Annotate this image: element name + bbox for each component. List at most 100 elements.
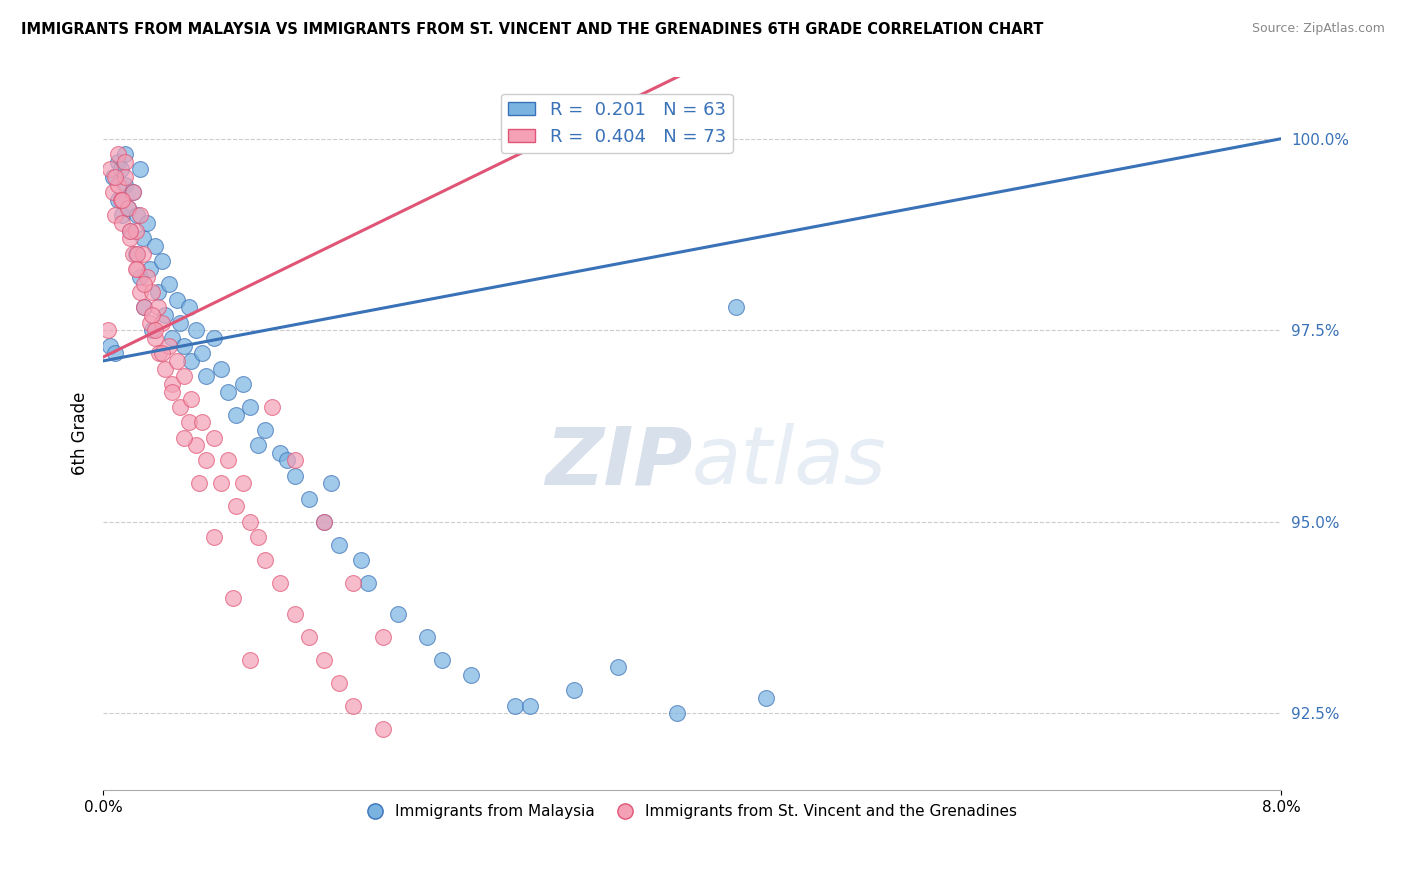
Point bbox=[202, 430, 225, 444]
Point bbox=[104, 169, 127, 184]
Point bbox=[134, 300, 156, 314]
Point bbox=[312, 653, 335, 667]
Point bbox=[114, 147, 136, 161]
Point bbox=[312, 515, 335, 529]
Point bbox=[217, 453, 239, 467]
Point bbox=[107, 147, 129, 161]
Point bbox=[725, 300, 748, 314]
Point bbox=[118, 231, 141, 245]
Point bbox=[96, 323, 118, 337]
Point bbox=[110, 162, 132, 177]
Point bbox=[141, 323, 163, 337]
Point bbox=[153, 308, 176, 322]
Point bbox=[129, 208, 152, 222]
Text: ZIP: ZIP bbox=[544, 423, 692, 501]
Point bbox=[283, 607, 305, 621]
Point bbox=[173, 430, 195, 444]
Point bbox=[125, 262, 148, 277]
Point bbox=[124, 246, 146, 260]
Text: atlas: atlas bbox=[692, 423, 887, 501]
Point bbox=[134, 300, 156, 314]
Point bbox=[232, 476, 254, 491]
Point bbox=[111, 193, 134, 207]
Point bbox=[103, 186, 125, 200]
Point bbox=[134, 277, 156, 292]
Point bbox=[104, 208, 127, 222]
Y-axis label: 6th Grade: 6th Grade bbox=[72, 392, 89, 475]
Point bbox=[162, 331, 184, 345]
Point bbox=[124, 224, 146, 238]
Point bbox=[104, 346, 127, 360]
Point bbox=[371, 722, 394, 736]
Point bbox=[209, 476, 232, 491]
Point bbox=[121, 186, 143, 200]
Point bbox=[141, 308, 163, 322]
Point bbox=[191, 346, 214, 360]
Point bbox=[328, 538, 350, 552]
Point bbox=[371, 630, 394, 644]
Point bbox=[100, 338, 122, 352]
Point bbox=[107, 178, 129, 192]
Point bbox=[202, 530, 225, 544]
Point bbox=[328, 675, 350, 690]
Point bbox=[269, 446, 291, 460]
Point bbox=[177, 415, 200, 429]
Point bbox=[100, 162, 122, 177]
Point bbox=[430, 653, 453, 667]
Point bbox=[132, 231, 155, 245]
Point bbox=[180, 354, 202, 368]
Point bbox=[173, 338, 195, 352]
Point bbox=[114, 154, 136, 169]
Point bbox=[153, 361, 176, 376]
Point bbox=[129, 162, 152, 177]
Point bbox=[342, 576, 364, 591]
Point bbox=[148, 346, 170, 360]
Point bbox=[132, 246, 155, 260]
Text: Source: ZipAtlas.com: Source: ZipAtlas.com bbox=[1251, 22, 1385, 36]
Point bbox=[254, 423, 277, 437]
Point bbox=[173, 369, 195, 384]
Point bbox=[460, 668, 482, 682]
Point bbox=[187, 476, 209, 491]
Point bbox=[387, 607, 409, 621]
Point bbox=[232, 376, 254, 391]
Point bbox=[283, 453, 305, 467]
Point bbox=[129, 285, 152, 299]
Point bbox=[180, 392, 202, 407]
Point bbox=[276, 453, 298, 467]
Point bbox=[607, 660, 630, 674]
Point bbox=[157, 277, 180, 292]
Point bbox=[150, 346, 173, 360]
Point bbox=[191, 415, 214, 429]
Point bbox=[150, 254, 173, 268]
Point bbox=[239, 515, 262, 529]
Point bbox=[162, 376, 184, 391]
Point bbox=[129, 269, 152, 284]
Point bbox=[755, 690, 778, 705]
Point bbox=[246, 530, 269, 544]
Point bbox=[141, 285, 163, 299]
Point bbox=[342, 698, 364, 713]
Point bbox=[125, 208, 148, 222]
Point bbox=[312, 515, 335, 529]
Point bbox=[283, 468, 305, 483]
Point bbox=[246, 438, 269, 452]
Point bbox=[111, 216, 134, 230]
Point bbox=[117, 201, 139, 215]
Point bbox=[222, 591, 245, 606]
Point bbox=[114, 178, 136, 192]
Point bbox=[184, 323, 207, 337]
Point bbox=[114, 169, 136, 184]
Point bbox=[169, 400, 191, 414]
Point bbox=[519, 698, 541, 713]
Point bbox=[254, 553, 277, 567]
Point bbox=[157, 338, 180, 352]
Point bbox=[143, 323, 166, 337]
Point bbox=[107, 193, 129, 207]
Point bbox=[150, 316, 173, 330]
Point bbox=[666, 706, 689, 721]
Point bbox=[321, 476, 343, 491]
Point bbox=[217, 384, 239, 399]
Point bbox=[146, 300, 169, 314]
Point bbox=[202, 331, 225, 345]
